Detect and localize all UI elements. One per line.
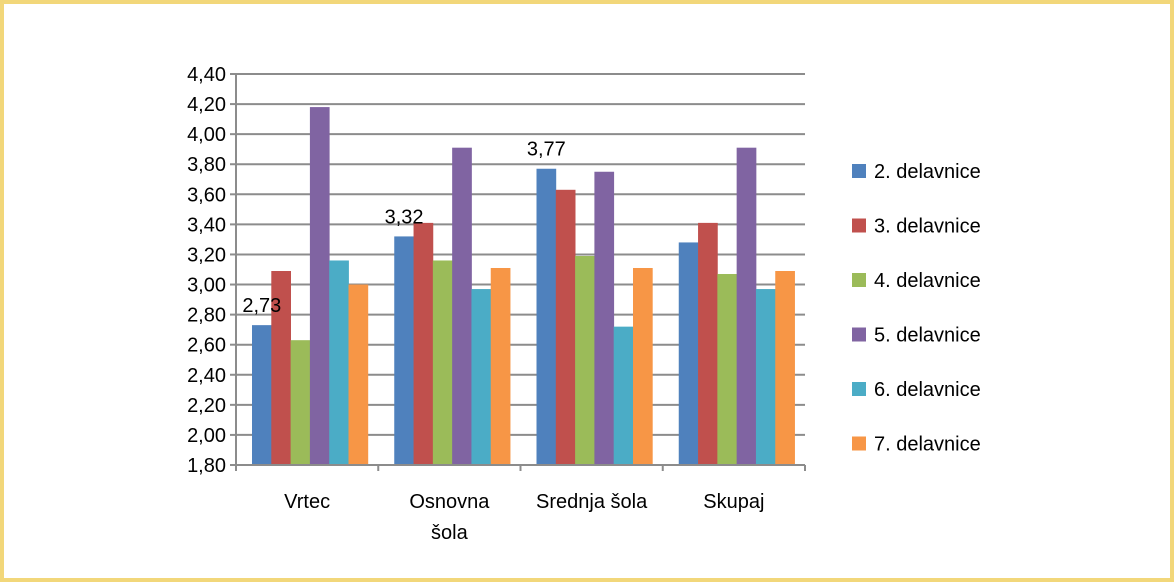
legend-label: 5. delavnice	[874, 325, 981, 347]
bar	[775, 271, 795, 465]
bar	[717, 274, 738, 465]
legend-swatch	[852, 327, 866, 342]
x-tick-label: Osnovna šola	[409, 491, 490, 544]
bar	[413, 222, 434, 465]
bar	[271, 271, 291, 465]
bar	[490, 267, 511, 465]
legend-swatch	[852, 382, 866, 396]
bar	[755, 289, 776, 465]
y-tick-label: 3,80	[187, 154, 226, 176]
bar	[613, 326, 634, 465]
bar	[678, 242, 699, 465]
bar	[329, 260, 349, 465]
y-tick-label: 3,40	[187, 214, 226, 236]
legend: 2. delavnice 3. delavnice 4. delavnice 5. d…	[852, 161, 981, 456]
y-tick-label: 2,60	[187, 335, 226, 357]
bar	[555, 189, 576, 466]
data-label: 3,77	[527, 139, 566, 161]
legend-item: 2. delavnice	[852, 161, 981, 183]
legend-swatch	[852, 218, 866, 233]
data-labels: 2,73 3,32 3,77	[242, 139, 565, 317]
legend-swatch	[852, 436, 866, 451]
bar	[348, 284, 369, 465]
bar	[575, 255, 595, 465]
y-tick-label: 3,00	[187, 275, 226, 297]
y-tick-label: 4,20	[187, 94, 226, 116]
y-tick-label: 2,00	[187, 425, 226, 447]
bar	[471, 289, 492, 465]
y-axis-ticks: 1,80 2,00 2,20 2,40 2,60 2,80 3,00 3,20 3,40 3,60…	[187, 64, 236, 477]
y-tick-label: 2,20	[187, 395, 226, 417]
bar	[536, 168, 557, 465]
y-tick-label: 2,40	[187, 365, 226, 387]
bars	[252, 107, 795, 466]
y-tick-label: 2,80	[187, 305, 226, 327]
legend-item: 7. delavnice	[852, 434, 981, 456]
x-tick-label: Vrtec	[284, 491, 330, 513]
y-tick-label: 4,00	[187, 124, 226, 146]
y-tick-label: 3,60	[187, 184, 226, 206]
y-tick-label: 1,80	[187, 455, 226, 477]
legend-item: 4. delavnice	[852, 270, 981, 292]
legend-label: 7. delavnice	[874, 434, 981, 456]
bar	[290, 340, 311, 465]
bar	[698, 222, 718, 465]
legend-item: 3. delavnice	[852, 216, 981, 238]
legend-label: 3. delavnice	[874, 216, 981, 238]
legend-swatch	[852, 273, 866, 287]
y-tick-label: 3,20	[187, 244, 226, 266]
bar	[633, 267, 653, 465]
legend-item: 5. delavnice	[852, 325, 981, 347]
bar	[394, 236, 414, 465]
legend-label: 6. delavnice	[874, 379, 981, 401]
y-tick-label: 4,40	[187, 64, 226, 86]
x-tick-label: Skupaj	[703, 491, 764, 513]
bar	[736, 147, 757, 465]
bar	[432, 260, 453, 465]
data-label: 2,73	[242, 295, 281, 317]
legend-label: 2. delavnice	[874, 161, 981, 183]
legend-item: 6. delavnice	[852, 379, 981, 401]
x-tick-label: Srednja šola	[536, 491, 648, 513]
bar	[452, 147, 472, 465]
bar	[594, 171, 615, 465]
bar	[309, 107, 330, 465]
legend-label: 4. delavnice	[874, 270, 981, 292]
bar	[252, 325, 272, 465]
legend-swatch	[852, 164, 866, 178]
x-axis-ticks: Vrtec Osnovna šola Srednja šola Skupaj	[235, 465, 806, 544]
data-label: 3,32	[385, 206, 424, 228]
